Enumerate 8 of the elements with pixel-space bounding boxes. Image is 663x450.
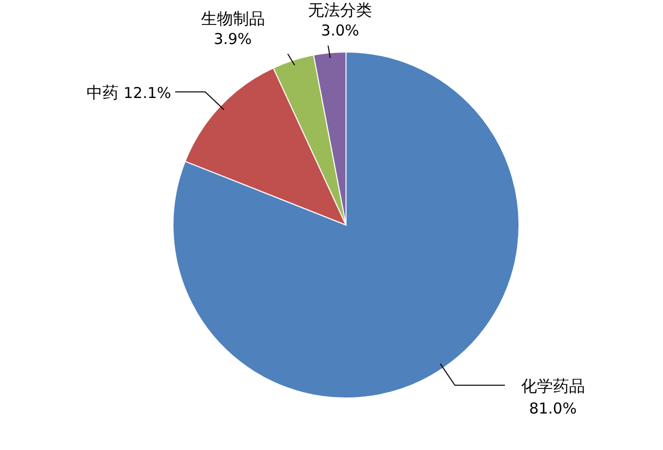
data-label: 3.9% xyxy=(214,30,252,48)
data-label: 3.0% xyxy=(321,22,360,40)
slice-label: 无法分类 xyxy=(308,0,372,20)
data-label: 81.0% xyxy=(529,399,577,418)
data-label: 12.1% xyxy=(124,84,172,102)
slice-label: 中药 xyxy=(86,82,124,102)
slice-label: 化学药品 xyxy=(520,376,585,396)
slice-label: 生物制品 xyxy=(200,8,265,28)
